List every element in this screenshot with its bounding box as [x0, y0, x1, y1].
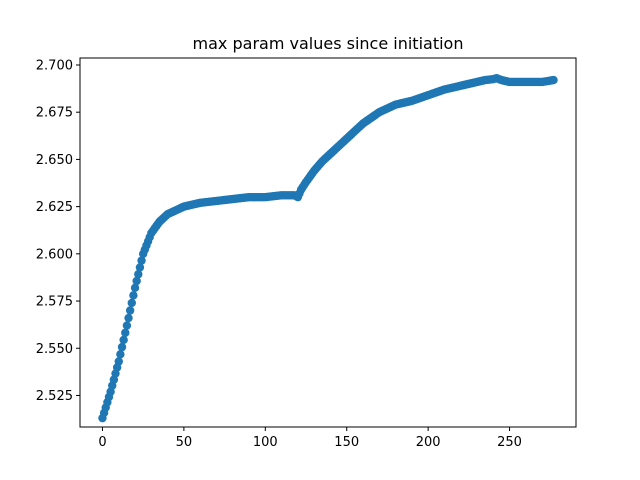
x-tick-label: 50 — [176, 435, 193, 450]
y-tick-label: 2.525 — [36, 389, 73, 404]
x-tick-label: 250 — [497, 435, 522, 450]
data-point — [127, 298, 136, 308]
data-point — [121, 328, 130, 337]
y-tick-label: 2.575 — [36, 295, 73, 310]
data-point — [132, 276, 141, 286]
y-axis-ticks: 2.525 2.550 2.575 2.600 2.625 2.650 2.675 2.700 — [36, 58, 80, 404]
data-point — [137, 256, 146, 265]
x-tick-label: 200 — [416, 435, 441, 450]
x-tick-label: 150 — [334, 435, 359, 450]
x-tick-label: 100 — [253, 435, 278, 450]
y-tick-label: 2.600 — [36, 247, 73, 262]
data-point — [129, 291, 138, 300]
y-tick-label: 2.625 — [36, 200, 73, 215]
y-tick-label: 2.550 — [36, 342, 73, 357]
x-axis-ticks: 0 50 100 150 200 250 — [98, 427, 522, 450]
data-point — [125, 306, 135, 315]
y-tick-label: 2.700 — [36, 58, 73, 73]
y-tick-label: 2.650 — [36, 153, 73, 168]
data-point — [124, 313, 133, 323]
data-point — [549, 75, 558, 85]
chart-title: max param values since initiation — [193, 34, 464, 53]
data-points — [98, 74, 558, 423]
data-point — [130, 283, 140, 293]
data-point — [114, 357, 123, 366]
data-point — [116, 350, 125, 359]
data-point — [134, 270, 143, 279]
x-tick-label: 0 — [98, 435, 106, 450]
plot-frame — [79, 57, 577, 428]
data-point — [119, 335, 128, 345]
data-point — [117, 342, 127, 352]
data-point — [135, 263, 145, 272]
y-tick-label: 2.675 — [36, 106, 73, 121]
data-point — [122, 321, 132, 330]
